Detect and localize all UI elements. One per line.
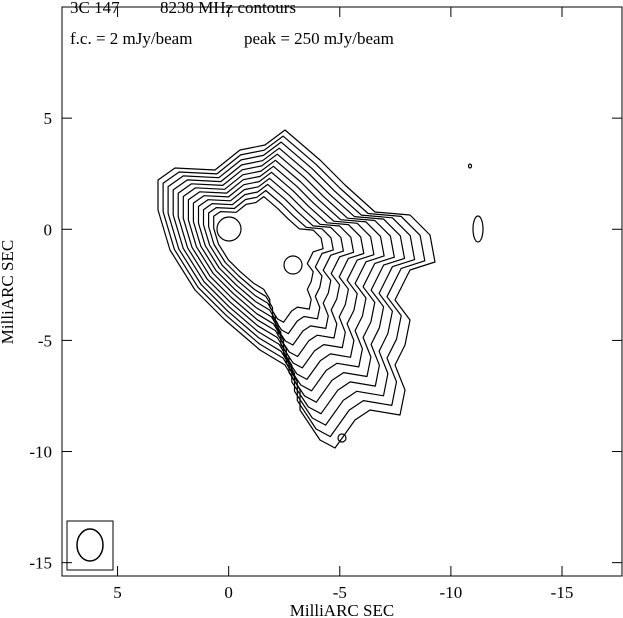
contour: [213, 196, 324, 323]
contour: [337, 433, 347, 443]
x-tick-label: -15: [551, 583, 574, 602]
plot-frame: [61, 6, 623, 577]
contour: [197, 177, 355, 358]
contour: [167, 141, 416, 426]
contour: [187, 165, 375, 380]
contour: [216, 216, 242, 242]
contour: [182, 159, 385, 392]
y-axis-label: MilliARC SEC: [0, 240, 17, 344]
beam-ellipse: [76, 528, 104, 562]
contour: [172, 147, 406, 415]
y-tick-label: -10: [29, 443, 52, 462]
contour: [177, 153, 395, 403]
contour: [202, 183, 344, 346]
x-tick-label: -10: [440, 583, 463, 602]
x-tick-label: 5: [113, 583, 122, 602]
chart-title: 3C 147: [70, 0, 120, 17]
beam-box: [66, 520, 114, 571]
y-tick-label: -15: [29, 554, 52, 573]
contour: [283, 255, 303, 275]
y-tick-label: -5: [38, 331, 52, 350]
x-axis-label: MilliARC SEC: [290, 601, 394, 618]
annotation: peak = 250 mJy/beam: [244, 29, 394, 48]
chart-subtitle: 8238 MHz contours: [160, 0, 296, 17]
contour: [472, 215, 484, 243]
contour-group: [157, 129, 484, 449]
contour: [162, 135, 426, 438]
annotation: f.c. = 2 mJy/beam: [70, 29, 192, 48]
contour: [467, 163, 473, 169]
y-tick-label: 5: [44, 109, 53, 128]
contour: [157, 129, 436, 449]
x-tick-label: 0: [224, 583, 233, 602]
x-tick-label: -5: [333, 583, 347, 602]
contour: [208, 189, 334, 335]
y-tick-label: 0: [44, 220, 53, 239]
contour: [192, 171, 365, 369]
